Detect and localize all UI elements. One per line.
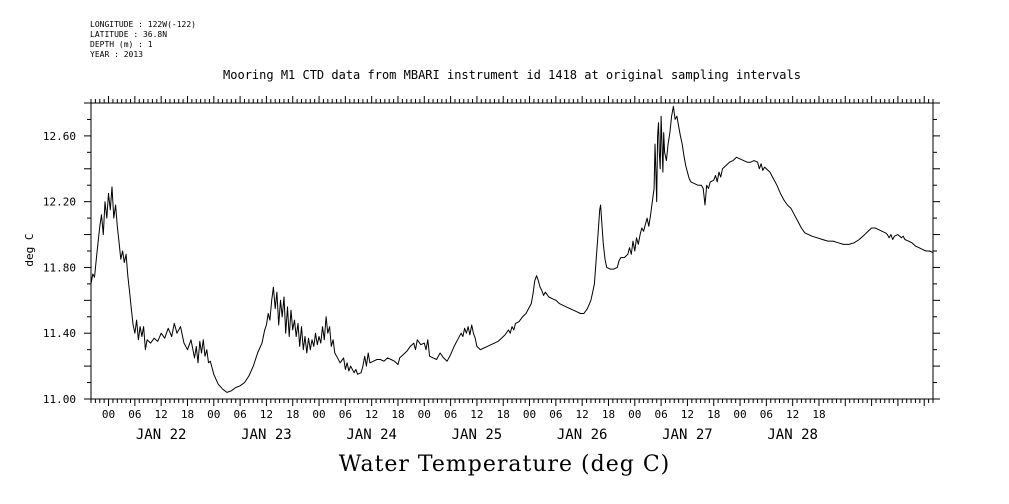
y-axis-label: deg C (23, 233, 36, 266)
y-tick-label: 11.40 (43, 327, 76, 340)
x-tick-label: 00 (312, 408, 325, 421)
x-tick-label: 18 (391, 408, 404, 421)
x-day-label: JAN 26 (557, 427, 608, 443)
x-tick-label: 06 (760, 408, 773, 421)
x-tick-label: 12 (365, 408, 378, 421)
x-tick-label: 12 (786, 408, 799, 421)
x-tick-label: 06 (128, 408, 141, 421)
x-tick-label: 12 (576, 408, 589, 421)
axes-group: 00 06 12 18 00 06 12 18 00 06 12 18 00 06 12 18 00 06 12 18… (43, 96, 940, 443)
x-tick-label: 00 (418, 408, 431, 421)
longitude-label: LONGITUDE : 122W(-122) (90, 20, 196, 29)
plot-frame (90, 102, 934, 400)
series-layer (90, 105, 934, 393)
x-tick-label: 12 (470, 408, 483, 421)
latitude-label: LATITUDE : 36.8N (90, 30, 168, 39)
x-tick-label: 12 (155, 408, 168, 421)
x-tick-label: 00 (628, 408, 641, 421)
x-day-label: JAN 27 (662, 427, 713, 443)
x-axis-label: Water Temperature (deg C) (338, 452, 671, 477)
x-tick-label: 18 (286, 408, 299, 421)
x-tick-label: 06 (233, 408, 246, 421)
x-tick-label: 18 (497, 408, 510, 421)
x-tick-label: 00 (733, 408, 746, 421)
y-tick-label: 12.20 (43, 196, 76, 209)
x-tick-label: 06 (549, 408, 562, 421)
x-tick-label: 12 (260, 408, 273, 421)
x-tick-label: 00 (523, 408, 536, 421)
x-tick-label: 12 (681, 408, 694, 421)
x-tick-label: 06 (444, 408, 457, 421)
metadata-block: LONGITUDE : 122W(-122) LATITUDE : 36.8N … (90, 20, 196, 60)
depth-label: DEPTH (m) : 1 (90, 40, 153, 49)
x-day-label: JAN 25 (452, 427, 503, 443)
y-tick-label: 11.80 (43, 261, 76, 274)
x-tick-label: 06 (654, 408, 667, 421)
x-tick-label: 18 (812, 408, 825, 421)
x-tick-label: 18 (181, 408, 194, 421)
x-tick-label: 06 (339, 408, 352, 421)
year-label: YEAR : 2013 (90, 50, 143, 59)
chart-title: Mooring M1 CTD data from MBARI instrumen… (223, 68, 801, 82)
x-tick-label: 18 (602, 408, 615, 421)
x-tick-label: 00 (102, 408, 115, 421)
temperature-line (90, 105, 934, 393)
x-day-label: JAN 23 (241, 427, 292, 443)
x-day-label: JAN 22 (136, 427, 187, 443)
x-day-label: JAN 28 (767, 427, 818, 443)
y-tick-label: 12.60 (43, 130, 76, 143)
y-tick-label: 11.00 (43, 393, 76, 406)
x-tick-label: 18 (707, 408, 720, 421)
x-day-label: JAN 24 (346, 427, 397, 443)
x-tick-label: 00 (207, 408, 220, 421)
